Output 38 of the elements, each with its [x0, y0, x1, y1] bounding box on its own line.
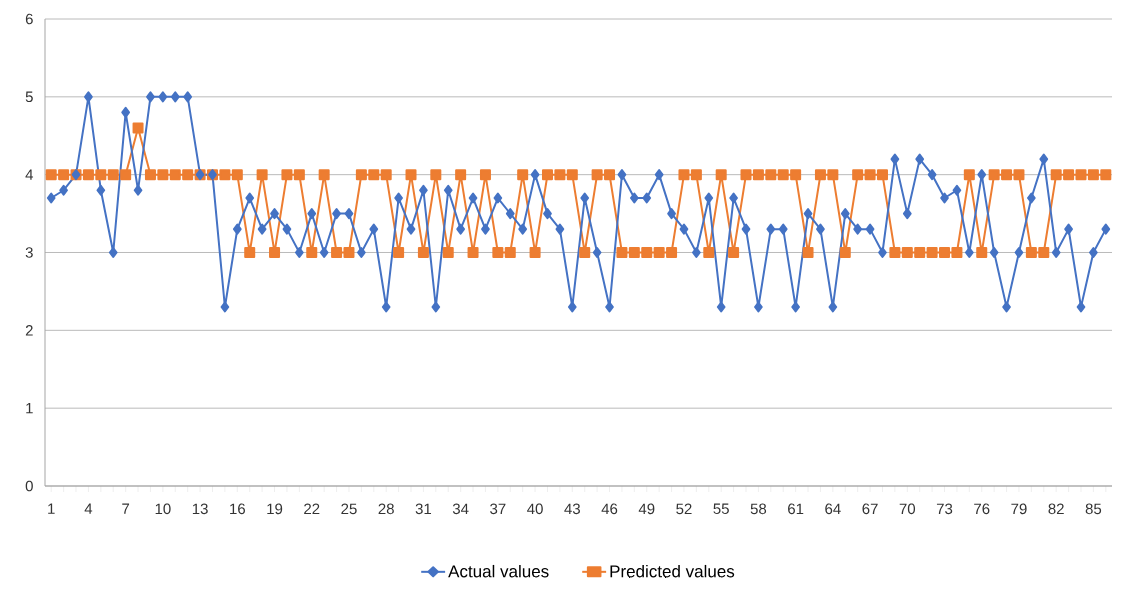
y-tick-label: 6: [25, 13, 33, 25]
legend-label: Predicted values: [610, 564, 735, 578]
x-tick-label: 28: [378, 503, 394, 515]
x-tick-label: 52: [676, 503, 692, 515]
x-tick-label: 85: [1085, 503, 1102, 515]
y-tick-label: 0: [25, 480, 33, 492]
x-tick-label: 82: [1048, 503, 1064, 515]
x-tick-label: 49: [638, 503, 655, 515]
x-tick-label: 25: [341, 503, 357, 515]
x-tick-label: 4: [84, 503, 93, 514]
x-tick-label: 61: [788, 503, 804, 515]
x-tick-label: 64: [825, 503, 841, 515]
x-tick-label: 67: [862, 503, 878, 515]
y-tick-label: 3: [25, 247, 33, 258]
legend-label: Actual values: [448, 564, 549, 578]
x-tick-label: 70: [899, 503, 916, 515]
x-tick-label: 43: [564, 503, 580, 515]
x-tick-label: 31: [415, 503, 432, 515]
x-tick-label: 10: [155, 503, 171, 515]
x-tick-label: 7: [122, 503, 130, 514]
x-tick-label: 1: [48, 503, 55, 514]
x-tick-label: 22: [304, 503, 320, 515]
x-tick-label: 19: [267, 503, 283, 515]
x-tick-label: 46: [601, 503, 618, 515]
x-tick-label: 55: [713, 503, 729, 514]
x-tick-label: 16: [230, 503, 245, 515]
x-tick-label: 37: [490, 503, 506, 515]
x-tick-label: 34: [452, 503, 469, 515]
x-tick-label: 73: [936, 503, 953, 515]
y-tick-label: 4: [25, 169, 34, 180]
y-tick-label: 2: [25, 325, 33, 336]
y-tick-label: 1: [26, 403, 33, 414]
x-tick-label: 40: [527, 503, 543, 515]
x-tick-label: 79: [1011, 503, 1027, 515]
x-tick-label: 13: [192, 503, 208, 515]
y-tick-label: 5: [25, 91, 33, 103]
x-tick-label: 76: [974, 503, 990, 515]
x-tick-label: 58: [750, 503, 767, 515]
